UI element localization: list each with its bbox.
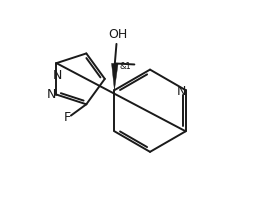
Text: F: F — [64, 111, 71, 124]
Polygon shape — [111, 64, 118, 91]
Text: N: N — [176, 84, 186, 97]
Text: N: N — [47, 88, 56, 101]
Text: &1: &1 — [119, 62, 131, 71]
Text: OH: OH — [108, 28, 127, 41]
Text: N: N — [53, 69, 62, 82]
